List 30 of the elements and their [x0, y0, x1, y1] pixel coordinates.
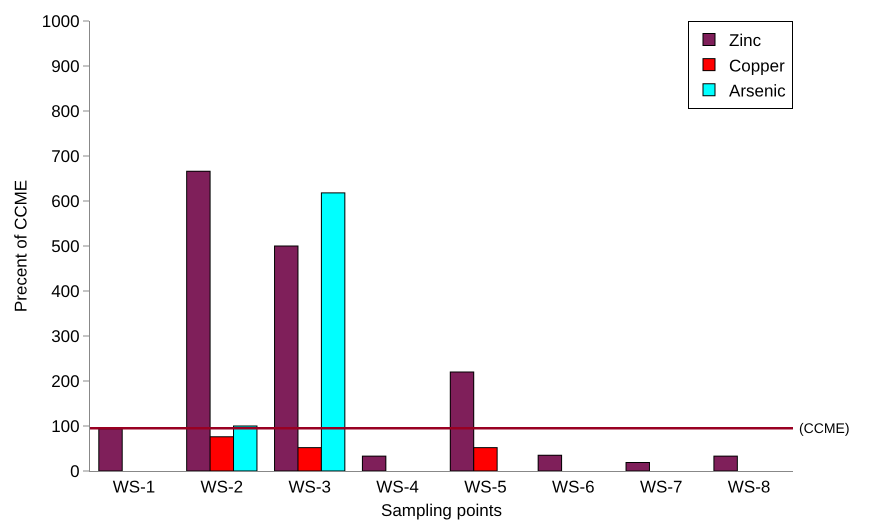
- x-tick-label: WS-6: [552, 477, 595, 496]
- y-tick-label: 500: [51, 236, 80, 256]
- bar: [98, 428, 123, 471]
- bar: [362, 456, 386, 471]
- y-tick-label: 400: [51, 282, 80, 301]
- y-tick-label: 600: [51, 192, 80, 211]
- ref-line-label: (CCME): [799, 420, 850, 436]
- x-axis-title: Sampling points: [381, 500, 502, 520]
- x-tick-label: WS-1: [112, 477, 156, 496]
- x-tick-label: WS-5: [464, 477, 507, 496]
- x-tick-label: WS-7: [640, 477, 682, 496]
- y-tick-label: 700: [51, 146, 80, 166]
- y-tick-label: 300: [51, 326, 80, 346]
- x-tick-label: WS-8: [728, 477, 770, 496]
- y-tick-label: 800: [51, 102, 80, 121]
- x-tick-label: WS-4: [376, 477, 419, 496]
- y-tick-label: 0: [70, 462, 80, 481]
- legend-label: Zinc: [729, 31, 762, 50]
- bar: [538, 454, 562, 471]
- y-tick-label: 100: [51, 416, 80, 436]
- y-tick-label: 200: [51, 372, 80, 391]
- x-tick-label: WS-2: [200, 477, 244, 496]
- bar: [713, 456, 738, 471]
- y-axis-title: Precent of CCME: [11, 180, 30, 312]
- y-tick-label: 900: [51, 56, 80, 76]
- legend-label: Copper: [729, 56, 786, 76]
- x-tick-label: WS-3: [288, 477, 331, 496]
- bar: [626, 462, 650, 471]
- legend-label: Arsenic: [729, 81, 786, 100]
- y-tick-label: 1000: [42, 12, 80, 31]
